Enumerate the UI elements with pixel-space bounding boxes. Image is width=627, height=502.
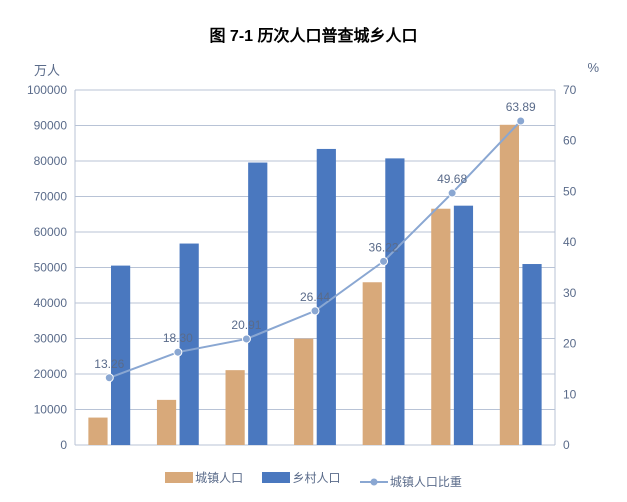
bar-urban-pop [500, 125, 519, 445]
legend: 城镇人口 乡村人口 城镇人口比重 [0, 469, 627, 491]
y-left-tick: 100000 [27, 83, 67, 97]
bar-rural-pop [248, 163, 267, 445]
point-label: 20.91 [231, 318, 261, 332]
chart-container: 图 7-1 历次人口普查城乡人口 万人 % 13.2618.3020.9126.… [0, 0, 627, 502]
bar-urban-pop [157, 400, 176, 445]
bar-urban-pop [431, 209, 450, 445]
y-right-tick: 40 [563, 235, 577, 249]
legend-swatch-urban [165, 472, 193, 483]
y-right-tick: 20 [563, 337, 577, 351]
y-left-tick: 30000 [34, 332, 68, 346]
y-left-tick: 50000 [34, 261, 68, 275]
chart-title: 图 7-1 历次人口普查城乡人口 [0, 22, 627, 46]
y-right-tick: 30 [563, 286, 577, 300]
bar-urban-pop [294, 339, 313, 445]
y-left-tick: 0 [60, 438, 67, 452]
marker-urban-share [380, 257, 388, 265]
bar-urban-pop [88, 418, 107, 445]
y-left-tick: 80000 [34, 154, 68, 168]
point-label: 26.44 [300, 290, 330, 304]
marker-urban-share [105, 374, 113, 382]
legend-label-share: 城镇人口比重 [390, 473, 462, 490]
marker-urban-share [448, 189, 456, 197]
point-label: 49.68 [437, 172, 467, 186]
legend-label-rural: 乡村人口 [292, 469, 340, 486]
legend-item-urban-share: 城镇人口比重 [360, 473, 462, 490]
legend-item-urban-pop: 城镇人口 [165, 469, 243, 486]
point-label: 13.26 [94, 357, 124, 371]
y-left-tick: 10000 [34, 403, 68, 417]
point-label: 36.22 [369, 240, 399, 254]
marker-urban-share [242, 335, 250, 343]
y-right-tick: 70 [563, 83, 577, 97]
y-right-tick: 10 [563, 387, 577, 401]
y-left-tick: 20000 [34, 367, 68, 381]
y-left-tick: 90000 [34, 119, 68, 133]
bar-urban-pop [363, 282, 382, 445]
marker-urban-share [174, 348, 182, 356]
legend-swatch-share [360, 476, 388, 487]
y-left-tick: 40000 [34, 296, 68, 310]
marker-urban-share [311, 307, 319, 315]
bar-urban-pop [226, 370, 245, 445]
y-right-tick: 50 [563, 184, 577, 198]
y-right-tick: 0 [563, 438, 570, 452]
bar-rural-pop [111, 266, 130, 445]
bar-rural-pop [454, 206, 473, 445]
point-label: 18.30 [163, 331, 193, 345]
y-right-tick: 60 [563, 134, 577, 148]
bar-rural-pop [522, 264, 541, 445]
bar-rural-pop [385, 158, 404, 445]
y-left-tick: 70000 [34, 190, 68, 204]
y-left-tick: 60000 [34, 225, 68, 239]
legend-item-rural-pop: 乡村人口 [262, 469, 340, 486]
legend-label-urban: 城镇人口 [195, 469, 243, 486]
legend-swatch-rural [262, 472, 290, 483]
chart-svg: 13.2618.3020.9126.4436.2249.6863.89 0100… [20, 60, 607, 480]
marker-urban-share [517, 117, 525, 125]
point-label: 63.89 [506, 100, 536, 114]
